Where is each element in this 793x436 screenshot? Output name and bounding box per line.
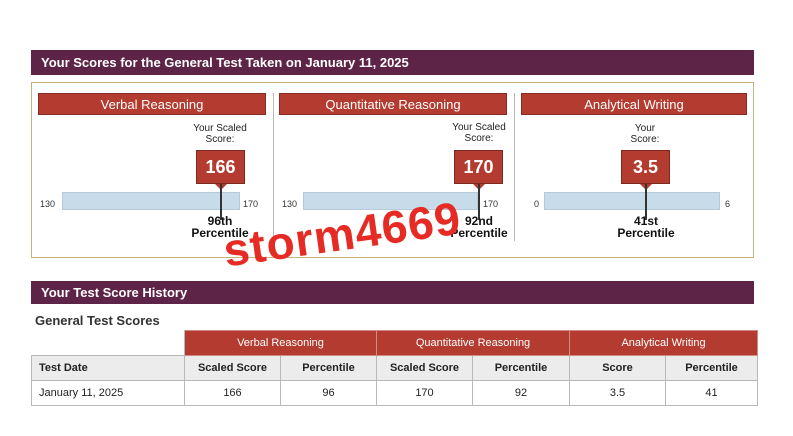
history-banner: Your Test Score History	[31, 281, 754, 304]
scaled-label-line1: Your Scaled	[452, 122, 506, 133]
column-header: Percentile	[665, 355, 759, 381]
verbal-percentile: 96th Percentile	[175, 215, 265, 239]
verbal-range-max: 170	[243, 199, 259, 209]
scaled-label-line2: Score:	[464, 133, 494, 144]
table-cell: 96	[280, 380, 377, 406]
panel-divider	[273, 93, 274, 241]
table-cell: 166	[184, 380, 281, 406]
score-label-line2: Score:	[630, 134, 660, 145]
writing-percentile-word: Percentile	[617, 226, 675, 240]
verbal-score-marker	[220, 184, 222, 220]
table-group-header-row: Verbal Reasoning Quantitative Reasoning …	[31, 330, 759, 356]
quant-percentile-word: Percentile	[450, 226, 508, 240]
group-header-quant: Quantitative Reasoning	[375, 330, 571, 356]
score-history-table: Verbal Reasoning Quantitative Reasoning …	[31, 330, 759, 406]
table-blank-cell	[31, 330, 185, 356]
quant-score-bar	[303, 192, 478, 210]
writing-range-min: 0	[534, 199, 540, 209]
scores-panel-container: Verbal Reasoning Your Scaled Score: 166 …	[31, 82, 754, 258]
verbal-percentile-word: Percentile	[191, 226, 249, 240]
writing-range-max: 6	[725, 199, 731, 209]
quant-range-max: 170	[483, 199, 499, 209]
table-column-header-row: Test Date Scaled Score Percentile Scaled…	[31, 355, 759, 381]
quant-range-min: 130	[282, 199, 298, 209]
scores-banner: Your Scores for the General Test Taken o…	[31, 50, 754, 75]
quant-score-box: 170	[454, 150, 503, 184]
group-header-verbal: Verbal Reasoning	[184, 330, 377, 356]
panel-divider	[514, 93, 515, 241]
group-header-writing: Analytical Writing	[569, 330, 759, 356]
quant-score-panel: Quantitative Reasoning Your Scaled Score…	[279, 93, 508, 253]
verbal-range-min: 130	[40, 199, 56, 209]
column-header: Percentile	[471, 355, 571, 381]
table-row: January 11, 2025 166 96 170 92 3.5 41	[31, 380, 759, 406]
writing-percentile-value: 41st	[633, 214, 659, 228]
writing-score-panel: Analytical Writing Your Score: 3.5 0 6 4…	[521, 93, 747, 253]
column-header: Test Date	[31, 355, 185, 381]
verbal-panel-title: Verbal Reasoning	[38, 93, 266, 115]
table-cell: 170	[376, 380, 473, 406]
writing-score-label: Your Score:	[600, 123, 690, 145]
verbal-score-panel: Verbal Reasoning Your Scaled Score: 166 …	[38, 93, 266, 253]
writing-percentile: 41st Percentile	[601, 215, 691, 239]
quant-panel-title: Quantitative Reasoning	[279, 93, 507, 115]
column-header: Score	[569, 355, 667, 381]
history-title: General Test Scores	[35, 313, 160, 328]
quant-percentile: 92nd Percentile	[434, 215, 524, 239]
column-header: Percentile	[280, 355, 377, 381]
scaled-label-line1: Your Scaled	[193, 123, 247, 134]
writing-score-marker	[645, 184, 647, 220]
writing-score-bar	[544, 192, 720, 210]
verbal-score-box: 166	[196, 150, 245, 184]
quant-scaled-score-label: Your Scaled Score:	[434, 122, 524, 144]
table-cell: 92	[471, 380, 571, 406]
verbal-percentile-value: 96th	[207, 214, 233, 228]
quant-percentile-value: 92nd	[464, 214, 493, 228]
writing-panel-title: Analytical Writing	[521, 93, 747, 115]
verbal-score-bar	[62, 192, 240, 210]
table-cell: 41	[665, 380, 759, 406]
scaled-label-line2: Score:	[205, 134, 235, 145]
table-cell: 3.5	[569, 380, 667, 406]
table-cell-date: January 11, 2025	[31, 380, 185, 406]
verbal-scaled-score-label: Your Scaled Score:	[175, 123, 265, 145]
column-header: Scaled Score	[376, 355, 473, 381]
quant-score-marker	[478, 184, 480, 220]
score-label-line1: Your	[634, 123, 656, 134]
column-header: Scaled Score	[184, 355, 281, 381]
writing-score-box: 3.5	[621, 150, 670, 184]
